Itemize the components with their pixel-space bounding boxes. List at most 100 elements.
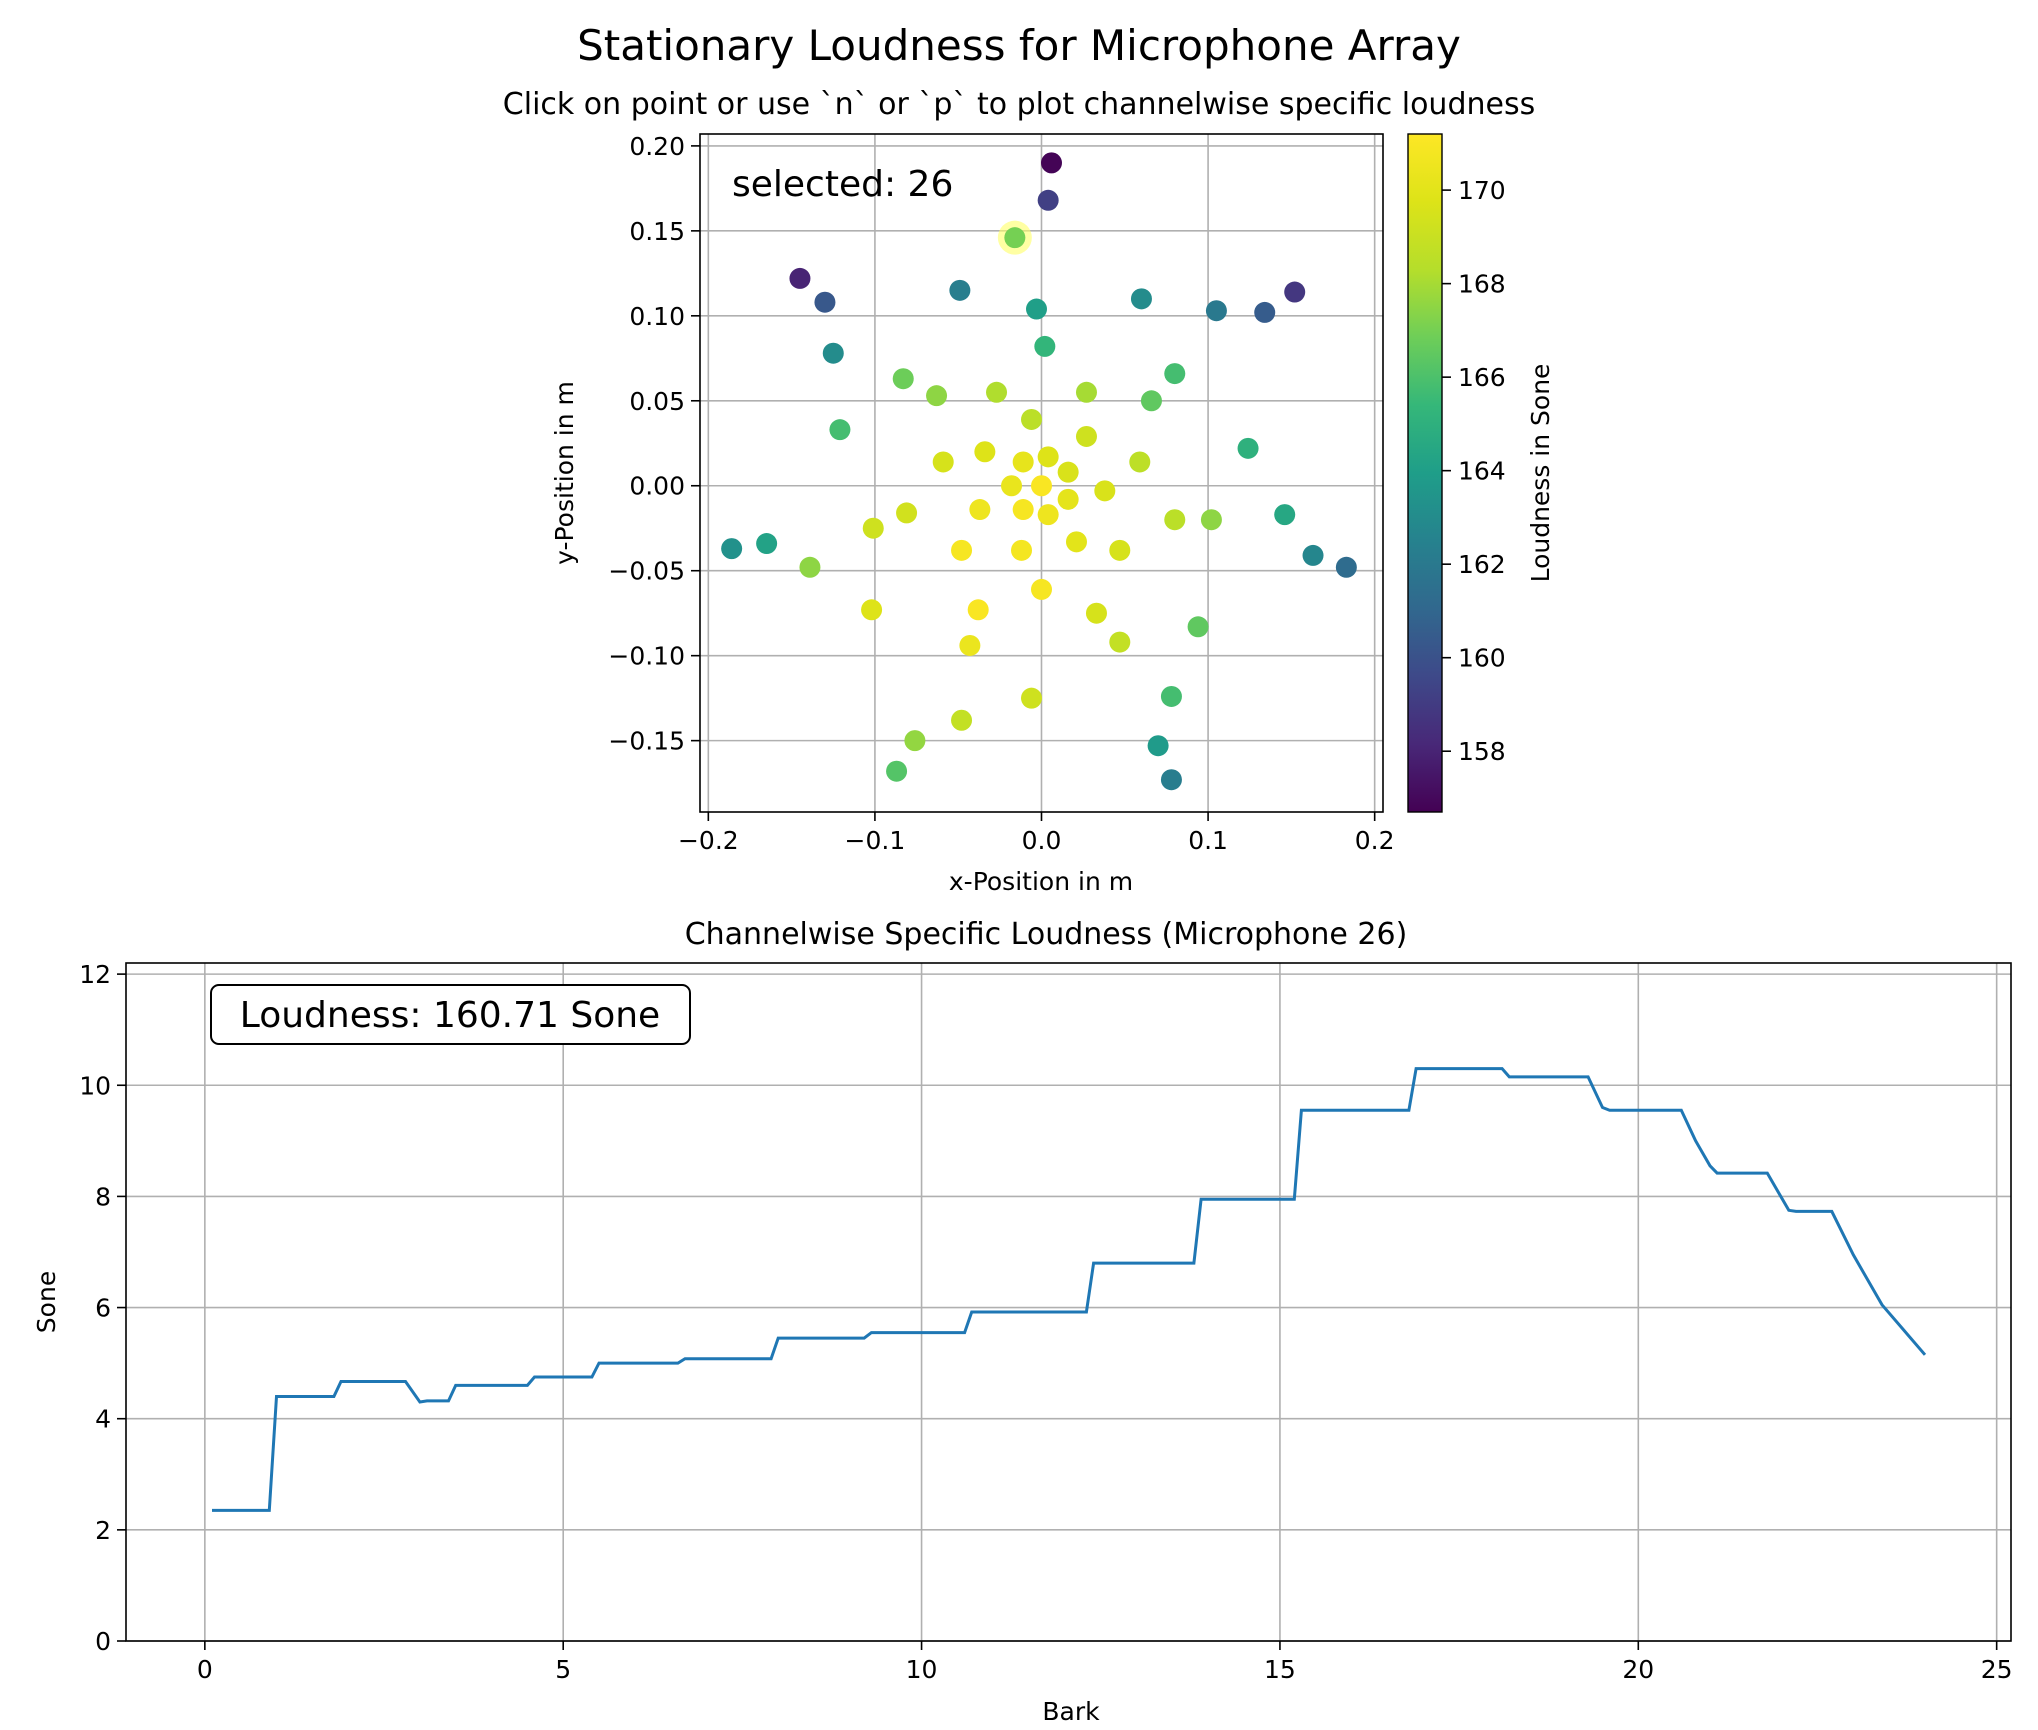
line-y-tick-label: 8 <box>95 1182 111 1211</box>
microphone-point <box>1237 437 1259 459</box>
colorbar-tick-label: 170 <box>1458 176 1506 205</box>
colorbar-tick-label: 164 <box>1458 457 1506 486</box>
line-title: Channelwise Specific Loudness (Microphon… <box>685 917 1408 952</box>
scatter-y-tick-label: 0.05 <box>629 387 685 416</box>
scatter-x-tick-label: 0.0 <box>1022 826 1062 855</box>
microphone-point <box>926 385 948 407</box>
colorbar-gradient <box>1407 133 1443 813</box>
colorbar-tick-label: 158 <box>1458 737 1506 766</box>
microphone-point <box>861 599 883 621</box>
microphone-point <box>974 441 996 463</box>
scatter-y-tick-label: 0.20 <box>629 132 685 161</box>
microphone-point <box>1031 578 1052 600</box>
microphone-point <box>1021 687 1043 709</box>
microphone-point <box>1160 685 1182 707</box>
microphone-point <box>1109 539 1131 561</box>
microphone-point <box>756 533 778 555</box>
line-y-tick-label: 4 <box>95 1405 111 1434</box>
microphone-point <box>1205 300 1227 322</box>
microphone-point <box>789 267 811 289</box>
scatter-plot: −0.2 −0.1 0.0 0.1 0.2 −0.15 −0.10 −0.05 0.00 0.05… <box>550 132 1395 896</box>
microphone-point <box>1164 509 1186 531</box>
line-y-tick-label: 6 <box>95 1294 111 1323</box>
microphone-point <box>1065 531 1087 553</box>
microphone-point <box>1335 556 1357 578</box>
microphone-point <box>1001 475 1023 497</box>
microphone-point <box>1302 544 1324 566</box>
microphone-point <box>1012 499 1034 521</box>
microphone-point <box>949 279 971 301</box>
microphone-point <box>892 368 914 390</box>
microphone-point <box>1254 301 1276 323</box>
microphone-point <box>1037 446 1059 468</box>
microphone-point <box>951 709 973 731</box>
colorbar-label: Loudness in Sone <box>1526 364 1555 583</box>
scatter-ticks: −0.2 −0.1 0.0 0.1 0.2 −0.15 −0.10 −0.05 0.00 0.05… <box>608 132 1394 855</box>
microphone-point <box>1187 616 1209 638</box>
microphone-point <box>1140 390 1162 412</box>
microphone-point <box>951 539 973 561</box>
line-y-tick-label: 0 <box>95 1627 111 1656</box>
line-y-label: Sone <box>32 1271 61 1333</box>
microphone-point <box>1012 451 1034 473</box>
scatter-x-tick-label: 0.2 <box>1355 826 1395 855</box>
microphone-point <box>1200 509 1222 531</box>
microphone-point <box>1037 189 1059 211</box>
line-x-tick-label: 10 <box>906 1655 938 1684</box>
microphone-point <box>1057 488 1079 510</box>
microphone-point <box>822 342 844 364</box>
microphone-point <box>1284 281 1306 303</box>
scatter-x-tick-label: −0.1 <box>845 826 906 855</box>
line-x-tick-label: 15 <box>1264 1655 1296 1684</box>
microphone-point <box>1037 504 1059 526</box>
scatter-y-tick-label: 0.00 <box>629 472 685 501</box>
microphone-point <box>1057 461 1079 483</box>
microphone-point <box>1164 363 1186 385</box>
microphone-point <box>1075 425 1097 447</box>
figure-subtitle: Click on point or use `n` or `p` to plot… <box>503 87 1535 122</box>
microphone-point <box>1026 298 1048 320</box>
microphone-point <box>1021 408 1043 430</box>
microphone-point <box>1031 475 1052 497</box>
colorbar: 158 160 162 164 166 168 170 Loudness in Sone <box>1407 133 1555 813</box>
scatter-grid <box>700 134 1383 812</box>
loudness-annotation: Loudness: 160.71 Sone <box>240 995 660 1036</box>
colorbar-tick-label: 166 <box>1458 363 1506 392</box>
scatter-y-label: y-Position in m <box>550 381 579 565</box>
line-plot: Channelwise Specific Loudness (Microphon… <box>32 917 2013 1726</box>
microphone-point <box>1274 504 1296 526</box>
microphone-point <box>1094 480 1116 502</box>
line-x-label: Bark <box>1042 1697 1100 1726</box>
scatter-y-tick-label: −0.05 <box>608 557 685 586</box>
microphone-point <box>896 502 918 524</box>
microphone-point <box>969 499 991 521</box>
microphone-point <box>1011 539 1033 561</box>
line-x-tick-label: 0 <box>197 1655 213 1684</box>
microphone-point <box>1075 381 1097 403</box>
scatter-y-tick-label: −0.10 <box>608 642 685 671</box>
figure-title: Stationary Loudness for Microphone Array <box>577 21 1461 70</box>
line-y-tick-label: 2 <box>95 1516 111 1545</box>
microphone-point <box>1147 735 1169 757</box>
colorbar-tick-label: 168 <box>1458 270 1506 299</box>
line-x-tick-label: 5 <box>555 1655 571 1684</box>
microphone-point <box>814 291 836 313</box>
microphone-point <box>1040 152 1062 174</box>
scatter-annotation: selected: 26 <box>732 164 953 205</box>
scatter-y-tick-label: 0.10 <box>629 302 685 331</box>
microphone-point <box>1130 288 1152 310</box>
scatter-points <box>721 152 1357 791</box>
line-x-tick-label: 25 <box>1981 1655 2013 1684</box>
microphone-point <box>862 517 884 539</box>
microphone-point <box>904 730 926 752</box>
scatter-y-tick-label: 0.15 <box>629 217 685 246</box>
microphone-point <box>1004 227 1026 249</box>
microphone-point <box>932 451 954 473</box>
microphone-point <box>967 599 989 621</box>
loudness-annotation-box <box>210 984 691 1045</box>
colorbar-ticks: 158 160 162 164 166 168 170 <box>1442 176 1506 766</box>
microphone-point <box>986 381 1008 403</box>
line-axes-frame <box>125 962 2012 1642</box>
colorbar-tick-label: 160 <box>1458 644 1506 673</box>
